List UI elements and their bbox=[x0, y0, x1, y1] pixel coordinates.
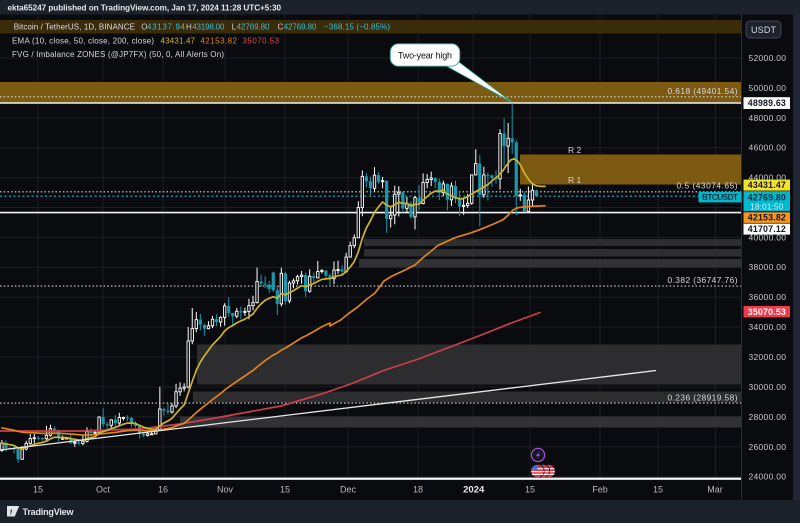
svg-text:Nov: Nov bbox=[217, 485, 234, 495]
svg-text:42769.80: 42769.80 bbox=[748, 193, 786, 203]
svg-text:43198.00: 43198.00 bbox=[192, 22, 225, 31]
svg-text:43431.47: 43431.47 bbox=[748, 180, 786, 190]
svg-text:ekta65247 published on Trading: ekta65247 published on TradingView.com, … bbox=[8, 3, 282, 12]
svg-text:35070.53: 35070.53 bbox=[748, 307, 786, 317]
svg-text:15: 15 bbox=[653, 485, 663, 495]
svg-text:Dec: Dec bbox=[340, 485, 357, 495]
svg-text:C: C bbox=[278, 22, 284, 31]
svg-text:38000.00: 38000.00 bbox=[749, 262, 787, 272]
svg-text:32000.00: 32000.00 bbox=[749, 352, 787, 362]
svg-text:2024: 2024 bbox=[463, 485, 485, 496]
svg-text:0.382 (36747.76): 0.382 (36747.76) bbox=[668, 275, 738, 285]
svg-text:43137.94: 43137.94 bbox=[147, 22, 186, 31]
svg-text:48989.63: 48989.63 bbox=[748, 98, 786, 108]
svg-text:FVG / Imbalance ZONES (@JP7FX): FVG / Imbalance ZONES (@JP7FX) (50, 0, A… bbox=[12, 50, 224, 59]
svg-text:40000.00: 40000.00 bbox=[749, 232, 787, 242]
svg-text:16: 16 bbox=[158, 485, 168, 495]
svg-text:H: H bbox=[186, 22, 192, 31]
svg-text:TradingView: TradingView bbox=[23, 507, 75, 517]
svg-text:46000.00: 46000.00 bbox=[749, 143, 787, 153]
svg-text:43431.47: 43431.47 bbox=[161, 36, 196, 45]
svg-text:50000.00: 50000.00 bbox=[749, 83, 787, 93]
svg-text:18: 18 bbox=[413, 485, 423, 495]
svg-text:15: 15 bbox=[33, 485, 43, 495]
svg-text:−368.15 (−0.85%): −368.15 (−0.85%) bbox=[324, 22, 390, 31]
svg-text:52000.00: 52000.00 bbox=[749, 53, 787, 63]
svg-text:Two-year high: Two-year high bbox=[398, 50, 452, 60]
svg-text:30000.00: 30000.00 bbox=[749, 382, 787, 392]
svg-text:42153.82: 42153.82 bbox=[200, 36, 237, 45]
svg-text:R 1: R 1 bbox=[568, 175, 582, 185]
svg-text:35070.53: 35070.53 bbox=[243, 36, 280, 45]
svg-text:O: O bbox=[141, 22, 147, 31]
svg-text:0.618 (49401.54): 0.618 (49401.54) bbox=[668, 86, 738, 96]
svg-text:18:01:50: 18:01:50 bbox=[750, 202, 783, 211]
svg-text:BTCUSDT: BTCUSDT bbox=[702, 193, 738, 202]
svg-text:Oct: Oct bbox=[96, 485, 111, 495]
svg-text:Bitcoin / TetherUS, 1D, BINANC: Bitcoin / TetherUS, 1D, BINANCE bbox=[14, 22, 135, 31]
svg-text:44000.00: 44000.00 bbox=[749, 173, 787, 183]
svg-text:24000.00: 24000.00 bbox=[749, 472, 787, 482]
svg-text:34000.00: 34000.00 bbox=[749, 322, 787, 332]
svg-text:42769.80: 42769.80 bbox=[284, 22, 317, 31]
svg-text:41707.12: 41707.12 bbox=[748, 224, 786, 234]
svg-text:EMA (10, close, 50, close, 200: EMA (10, close, 50, close, 200, close) bbox=[12, 36, 154, 45]
svg-text:0.236 (28919.58): 0.236 (28919.58) bbox=[668, 392, 738, 402]
svg-text:0.5 (43074.65): 0.5 (43074.65) bbox=[677, 181, 738, 191]
svg-text:Mar: Mar bbox=[707, 485, 723, 495]
svg-text:26000.00: 26000.00 bbox=[749, 442, 787, 452]
svg-text:48000.00: 48000.00 bbox=[749, 113, 787, 123]
svg-text:15: 15 bbox=[280, 485, 290, 495]
svg-text:Feb: Feb bbox=[592, 485, 608, 495]
svg-text:15: 15 bbox=[525, 485, 535, 495]
svg-text:28000.00: 28000.00 bbox=[749, 412, 787, 422]
svg-text:42769.80: 42769.80 bbox=[237, 22, 270, 31]
svg-text:R 2: R 2 bbox=[568, 145, 582, 155]
svg-text:36000.00: 36000.00 bbox=[749, 292, 787, 302]
svg-text:42153.82: 42153.82 bbox=[748, 213, 786, 223]
svg-text:L: L bbox=[232, 22, 237, 31]
svg-text:USDT: USDT bbox=[751, 25, 777, 35]
